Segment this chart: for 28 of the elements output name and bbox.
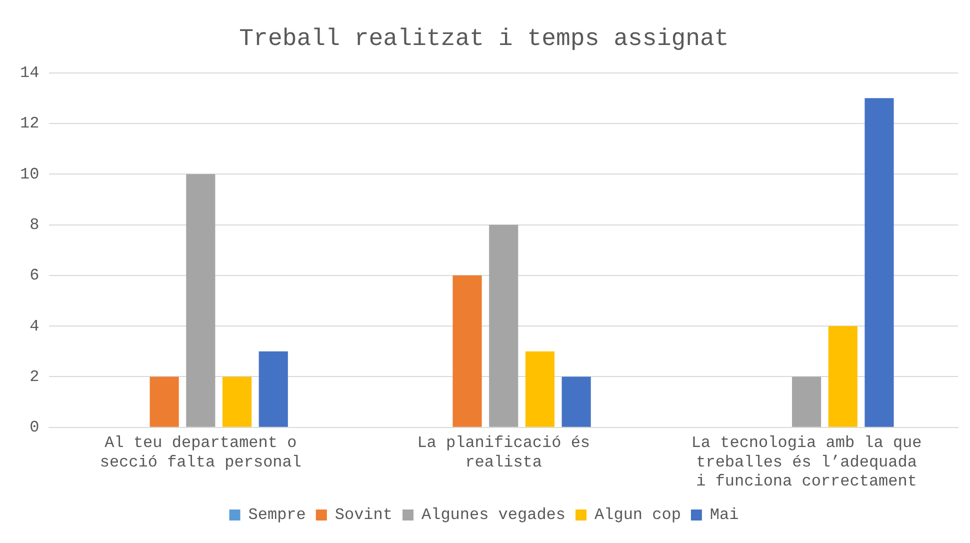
- y-tick-label: 4: [30, 317, 40, 336]
- bar: [525, 351, 554, 427]
- bar: [452, 275, 482, 427]
- x-tick-label: La tecnologia amb la que treballes és l’adequada i funciona correctament: [691, 434, 922, 491]
- y-tick-label: 14: [20, 64, 40, 82]
- bar: [222, 376, 252, 427]
- y-tick-label: 2: [30, 368, 40, 386]
- bar: [792, 376, 822, 427]
- y-tick-label: 0: [30, 418, 40, 437]
- bar: [258, 351, 288, 427]
- x-tick-label: Al teu departament o secció falta personal: [100, 434, 302, 472]
- legend-label: Algun cop: [594, 506, 681, 524]
- y-tick-label: 6: [30, 266, 40, 285]
- chart-title: Treball realitzat i temps assignat: [239, 26, 729, 53]
- bar: [186, 174, 216, 427]
- legend-label: Mai: [710, 506, 739, 524]
- y-tick-label: 10: [20, 165, 40, 184]
- bar: [150, 376, 179, 427]
- bar: [864, 98, 894, 427]
- y-tick-label: 12: [20, 114, 40, 133]
- bar: [562, 376, 591, 427]
- bar: [489, 224, 518, 427]
- legend-label: Sempre: [248, 506, 306, 524]
- bar: [828, 326, 858, 427]
- y-tick-label: 8: [30, 216, 40, 234]
- legend-label: Sovint: [334, 506, 392, 524]
- legend-label: Algunes vegades: [421, 506, 566, 524]
- x-tick-label: La planificació és realista: [417, 434, 590, 472]
